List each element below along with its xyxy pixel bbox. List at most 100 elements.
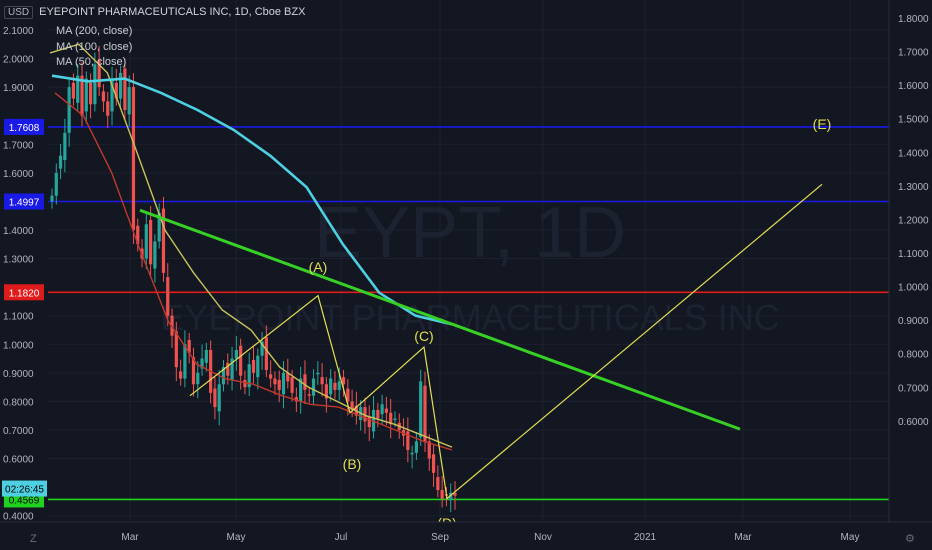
left-tick-label: 0.6000 bbox=[3, 455, 34, 466]
candle-body bbox=[226, 362, 230, 376]
symbol-title: EYEPOINT PHARMACEUTICALS INC, 1D, Cboe B… bbox=[39, 6, 306, 18]
right-tick-label: 1.6000 bbox=[898, 81, 929, 92]
candle-body bbox=[153, 241, 157, 269]
candle-body bbox=[277, 379, 281, 390]
ma-line bbox=[49, 43, 453, 448]
ma-legend: MA (200, close) MA (100, close) MA (50, … bbox=[56, 24, 132, 71]
candle-body bbox=[341, 377, 346, 385]
candles bbox=[50, 45, 457, 513]
candle-body bbox=[367, 417, 371, 428]
x-tick-label: Mar bbox=[121, 532, 139, 543]
settings-gear-icon[interactable]: ⚙ bbox=[905, 533, 915, 545]
candle-body bbox=[376, 409, 380, 419]
right-tick-label: 0.6000 bbox=[898, 417, 929, 428]
candle-body bbox=[324, 384, 328, 399]
candle-body bbox=[449, 492, 453, 500]
ma-legend-200[interactable]: MA (200, close) bbox=[56, 25, 133, 37]
x-tick-label: Sep bbox=[431, 532, 449, 543]
ma-legend-50[interactable]: MA (50, close) bbox=[56, 56, 127, 68]
candle-body bbox=[239, 345, 243, 376]
chart-header: USD EYEPOINT PHARMACEUTICALS INC, 1D, Cbo… bbox=[4, 6, 305, 19]
ma-line bbox=[51, 74, 453, 326]
candle-body bbox=[414, 441, 419, 453]
x-tick-label: May bbox=[841, 532, 860, 543]
candle-body bbox=[243, 379, 247, 388]
candle-body bbox=[419, 381, 423, 438]
right-tick-label: 1.8000 bbox=[898, 14, 929, 25]
left-tick-label: 1.1000 bbox=[3, 312, 34, 323]
candle-body bbox=[380, 404, 384, 415]
currency-badge[interactable]: USD bbox=[4, 6, 34, 19]
candle-body bbox=[179, 371, 183, 379]
countdown-label: 02:26:45 bbox=[5, 485, 44, 496]
x-tick-label: Jul bbox=[335, 532, 348, 543]
candle-body bbox=[144, 224, 148, 259]
candle-body bbox=[389, 412, 393, 425]
candle-body bbox=[54, 172, 58, 196]
candle-body bbox=[316, 372, 320, 375]
candle-body bbox=[346, 388, 350, 402]
wave-label: (B) bbox=[343, 456, 362, 472]
right-tick-label: 0.9000 bbox=[898, 316, 929, 327]
candle-body bbox=[191, 357, 196, 385]
candle-body bbox=[436, 477, 440, 490]
candle-body bbox=[183, 344, 187, 379]
candle-body bbox=[161, 208, 166, 273]
left-tick-label: 1.9000 bbox=[3, 83, 34, 94]
candle-body bbox=[307, 394, 311, 396]
candle-body bbox=[174, 331, 178, 368]
right-tick-label: 1.7000 bbox=[898, 48, 929, 59]
candle-body bbox=[127, 87, 131, 115]
candle-body bbox=[204, 349, 208, 363]
trendline bbox=[139, 208, 741, 431]
right-tick-label: 1.5000 bbox=[898, 115, 929, 126]
watermark-ticker: EYPT, 1D bbox=[314, 193, 626, 273]
wave-label: (C) bbox=[414, 328, 433, 344]
right-tick-label: 1.4000 bbox=[898, 148, 929, 159]
wave-label: (A) bbox=[309, 259, 328, 275]
price-level-badge bbox=[4, 118, 44, 135]
candle-body bbox=[149, 219, 153, 265]
price-level-badge-label: 1.1820 bbox=[9, 288, 40, 299]
candle-body bbox=[260, 341, 264, 356]
zoom-icon[interactable]: Z bbox=[30, 533, 37, 545]
wave-label: (E) bbox=[813, 116, 832, 132]
left-tick-label: 0.8000 bbox=[3, 397, 34, 408]
candle-body bbox=[440, 489, 444, 499]
candle-body bbox=[58, 155, 63, 169]
candle-body bbox=[256, 355, 260, 378]
candle-body bbox=[71, 82, 76, 99]
candle-body bbox=[221, 367, 226, 385]
candle-body bbox=[320, 377, 324, 385]
candle-body bbox=[213, 388, 217, 408]
candle-body bbox=[217, 384, 221, 412]
candle-body bbox=[200, 358, 204, 369]
ma-legend-100[interactable]: MA (100, close) bbox=[56, 40, 133, 53]
candle-body bbox=[84, 78, 88, 112]
price-level-badge-label: 1.4997 bbox=[9, 198, 40, 209]
right-tick-label: 1.2000 bbox=[898, 215, 929, 226]
candle-body bbox=[76, 75, 80, 103]
left-tick-label: 2.0000 bbox=[3, 55, 34, 66]
candle-body bbox=[363, 407, 367, 422]
left-tick-label: 0.9000 bbox=[3, 369, 34, 380]
left-tick-label: 0.7000 bbox=[3, 426, 34, 437]
candle-body bbox=[88, 82, 93, 105]
x-axis-band bbox=[0, 522, 932, 550]
candle-body bbox=[350, 401, 354, 410]
left-tick-label: 0.4000 bbox=[3, 512, 34, 523]
candle-body bbox=[80, 75, 84, 116]
candle-body bbox=[196, 372, 200, 385]
right-tick-label: 0.7000 bbox=[898, 383, 929, 394]
candle-body bbox=[264, 337, 268, 370]
candle-body bbox=[247, 364, 251, 388]
candle-body bbox=[393, 418, 397, 421]
candle-body bbox=[67, 87, 71, 133]
candle-body bbox=[410, 452, 414, 455]
left-tick-label: 1.0000 bbox=[3, 340, 34, 351]
price-levels bbox=[48, 126, 889, 501]
